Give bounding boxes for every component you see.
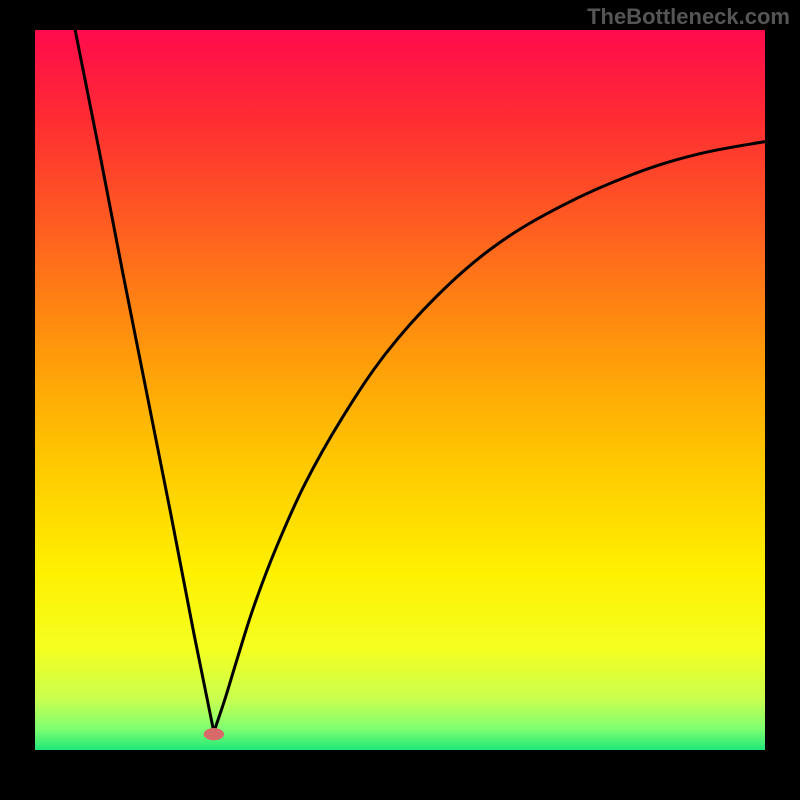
chart-container: { "watermark": { "text": "TheBottleneck.… [0, 0, 800, 800]
watermark-text: TheBottleneck.com [587, 4, 790, 30]
bottleneck-chart [0, 0, 800, 800]
minimum-marker [204, 728, 224, 740]
plot-background [35, 30, 765, 750]
